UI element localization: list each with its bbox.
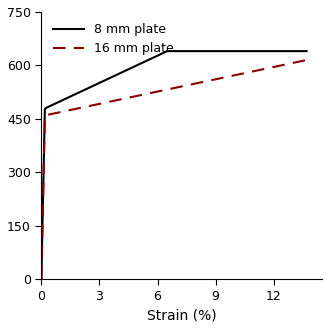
16 mm plate [305,58,309,62]
8 mm plate [39,277,43,281]
Line: 8 mm plate: 8 mm plate [41,51,307,279]
8 mm plate [165,49,169,53]
16 mm plate [39,277,43,281]
Legend: 8 mm plate, 16 mm plate: 8 mm plate, 16 mm plate [48,18,179,61]
8 mm plate [43,108,47,112]
Line: 16 mm plate: 16 mm plate [41,60,307,279]
X-axis label: Strain (%): Strain (%) [147,308,216,322]
16 mm plate [44,113,48,117]
8 mm plate [44,106,48,110]
8 mm plate [305,49,309,53]
16 mm plate [43,115,47,119]
